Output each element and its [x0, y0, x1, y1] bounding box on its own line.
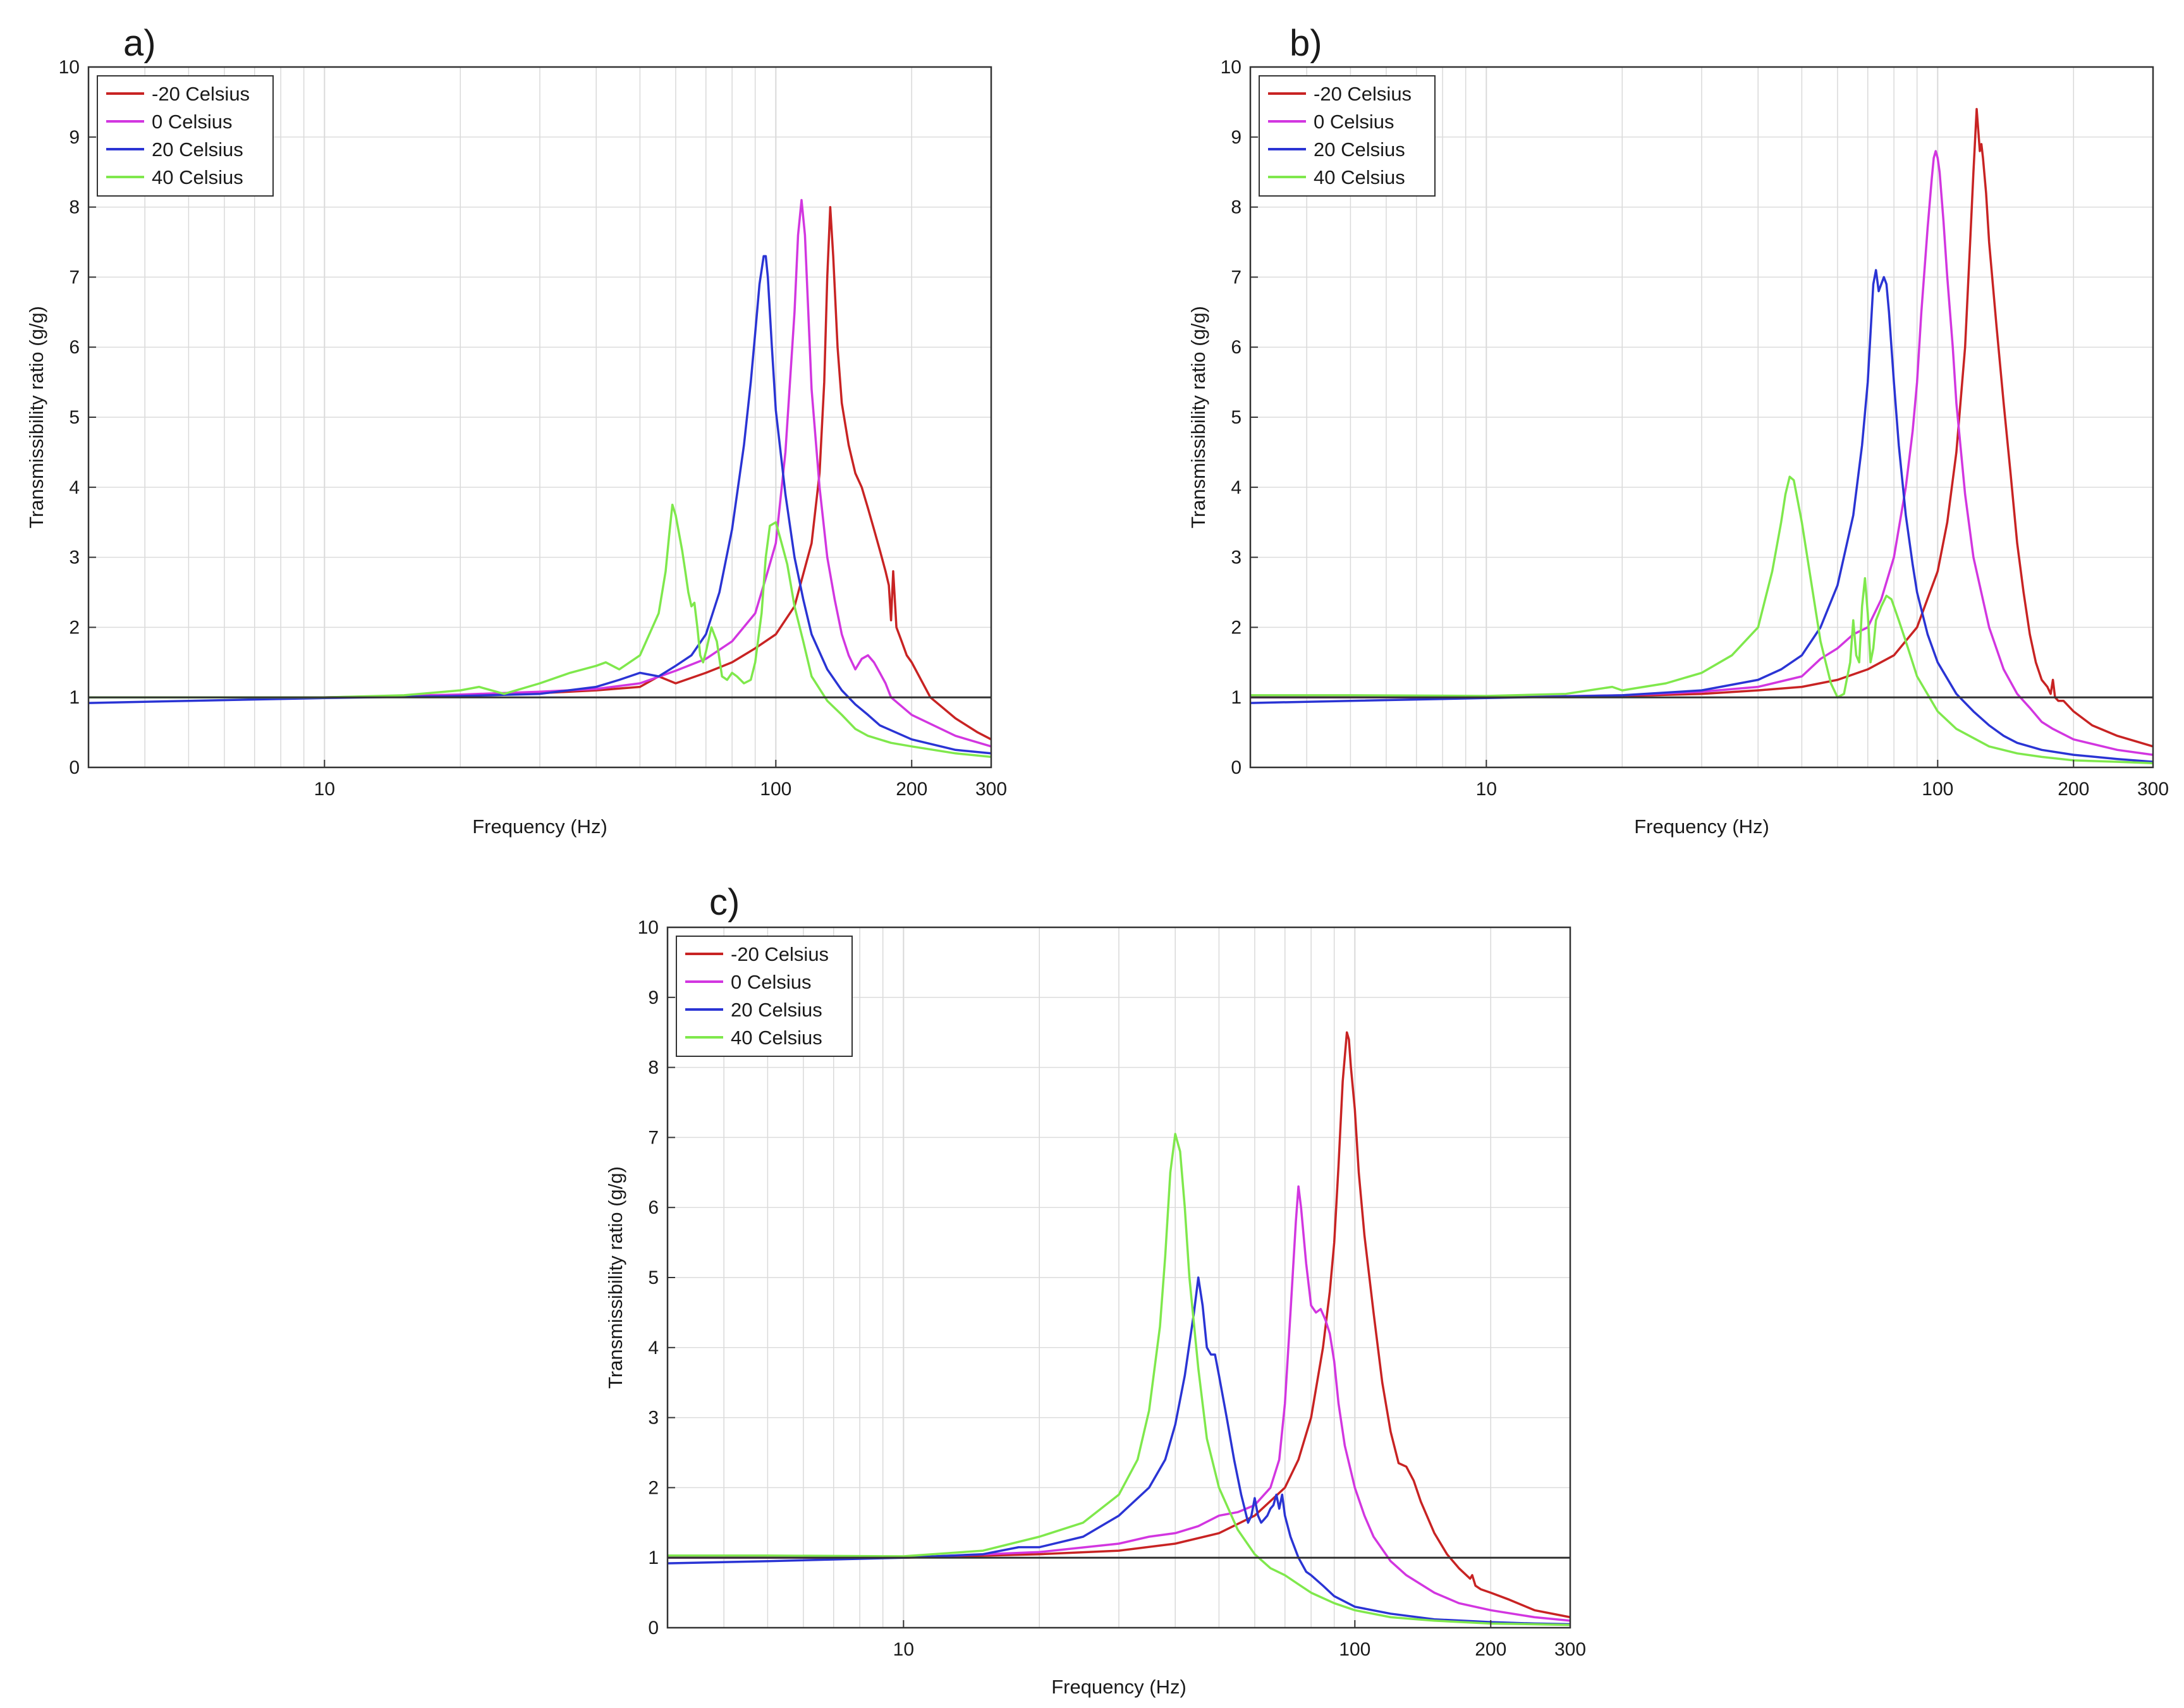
chart-panel-1: 0 1 2 3 4 5 6 7 8 9 10 10 100 200 300 Frequency (Hz) Tra…	[25, 23, 1007, 838]
x-tick-label: 100	[1922, 779, 1953, 800]
y-axis-label: Transmissibility ratio (g/g)	[25, 306, 47, 528]
legend-label: -20 Celsius	[152, 83, 250, 105]
x-tick-label: 10	[893, 1639, 914, 1660]
y-tick-label: 7	[648, 1127, 659, 1148]
y-tick-label: 6	[648, 1197, 659, 1218]
y-tick-label: 3	[648, 1408, 659, 1429]
y-tick-label: 9	[69, 127, 80, 148]
y-tick-label: 9	[648, 987, 659, 1008]
y-tick-label: 4	[1231, 477, 1241, 498]
x-tick-label: 200	[2058, 779, 2089, 800]
series-line--20-celsius	[1250, 107, 2154, 748]
series-line-20-celsius	[1250, 269, 2154, 763]
y-tick-label: 6	[1231, 337, 1241, 358]
y-tick-label: 10	[59, 57, 80, 78]
y-tick-label: 0	[1231, 757, 1241, 778]
legend: -20 Celsius 0 Celsius 20 Celsius 40 Celsius	[1259, 75, 1436, 197]
y-tick-label: 3	[1231, 547, 1241, 568]
series-line--20-celsius	[668, 1031, 1571, 1619]
y-tick-label: 5	[69, 407, 80, 428]
y-tick-label: 2	[69, 617, 80, 638]
series-line-40-celsius	[668, 1133, 1571, 1626]
chart-panel-2: 0 1 2 3 4 5 6 7 8 9 10 10 100 200 300 Frequency (Hz) Tra…	[1187, 23, 2169, 838]
x-axis-label: Frequency (Hz)	[1051, 1676, 1187, 1698]
series-line-20-celsius	[667, 1276, 1571, 1626]
y-tick-label: 5	[648, 1267, 659, 1288]
x-tick-label: 200	[1475, 1639, 1506, 1660]
x-tick-label: 200	[896, 779, 927, 800]
legend-label: 40 Celsius	[1314, 166, 1405, 188]
x-tick-label: 10	[314, 779, 335, 800]
series-line-40-celsius	[88, 503, 992, 759]
chart-panel-3: 0 1 2 3 4 5 6 7 8 9 10 10 100 200 300 Frequency (Hz) Tra…	[604, 882, 1586, 1698]
series-line-40-celsius	[1250, 475, 2154, 765]
series-line--20-celsius	[88, 205, 992, 741]
y-tick-label: 8	[69, 197, 80, 218]
y-axis-label: Transmissibility ratio (g/g)	[604, 1166, 626, 1389]
legend-label: 0 Celsius	[1314, 111, 1394, 133]
y-tick-label: 1	[1231, 687, 1241, 708]
legend-label: -20 Celsius	[731, 943, 829, 965]
x-tick-label: 100	[1339, 1639, 1370, 1660]
y-tick-label: 1	[69, 687, 80, 708]
x-axis-label: Frequency (Hz)	[472, 815, 607, 838]
legend-label: 20 Celsius	[152, 138, 243, 161]
legend-label: 40 Celsius	[731, 1027, 822, 1049]
x-tick-label: 300	[1554, 1639, 1586, 1660]
y-tick-label: 4	[648, 1338, 659, 1358]
x-tick-label: 300	[975, 779, 1007, 800]
y-axis-label: Transmissibility ratio (g/g)	[1187, 306, 1209, 528]
x-tick-label: 300	[2137, 779, 2169, 800]
x-tick-label: 100	[760, 779, 791, 800]
y-tick-label: 6	[69, 337, 80, 358]
y-tick-label: 10	[1221, 57, 1241, 78]
y-tick-label: 2	[648, 1477, 659, 1498]
y-tick-label: 10	[638, 917, 659, 938]
panel-label: c)	[709, 882, 740, 923]
series-line-0-celsius	[88, 198, 992, 748]
y-tick-label: 7	[69, 267, 80, 288]
legend-label: -20 Celsius	[1314, 83, 1412, 105]
y-tick-label: 2	[1231, 617, 1241, 638]
legend-label: 0 Celsius	[731, 971, 812, 993]
legend-label: 20 Celsius	[1314, 138, 1405, 161]
y-tick-label: 8	[1231, 197, 1241, 218]
series-line-20-celsius	[88, 255, 992, 755]
legend: -20 Celsius 0 Celsius 20 Celsius 40 Celsius	[676, 936, 853, 1057]
legend-label: 40 Celsius	[152, 166, 243, 188]
series-line-0-celsius	[1250, 150, 2154, 756]
legend-label: 20 Celsius	[731, 999, 822, 1021]
y-tick-label: 7	[1231, 267, 1241, 288]
y-tick-label: 8	[648, 1058, 659, 1078]
y-tick-label: 0	[69, 757, 80, 778]
series-line-0-celsius	[668, 1185, 1571, 1622]
x-axis-label: Frequency (Hz)	[1634, 815, 1769, 838]
panel-label: a)	[123, 23, 156, 64]
y-tick-label: 9	[1231, 127, 1241, 148]
y-tick-label: 4	[69, 477, 80, 498]
y-tick-label: 0	[648, 1618, 659, 1638]
legend: -20 Celsius 0 Celsius 20 Celsius 40 Celsius	[97, 75, 274, 197]
x-tick-label: 10	[1476, 779, 1497, 800]
legend-label: 0 Celsius	[152, 111, 233, 133]
y-tick-label: 1	[648, 1547, 659, 1568]
panel-label: b)	[1290, 23, 1322, 64]
y-tick-label: 3	[69, 547, 80, 568]
y-tick-label: 5	[1231, 407, 1241, 428]
